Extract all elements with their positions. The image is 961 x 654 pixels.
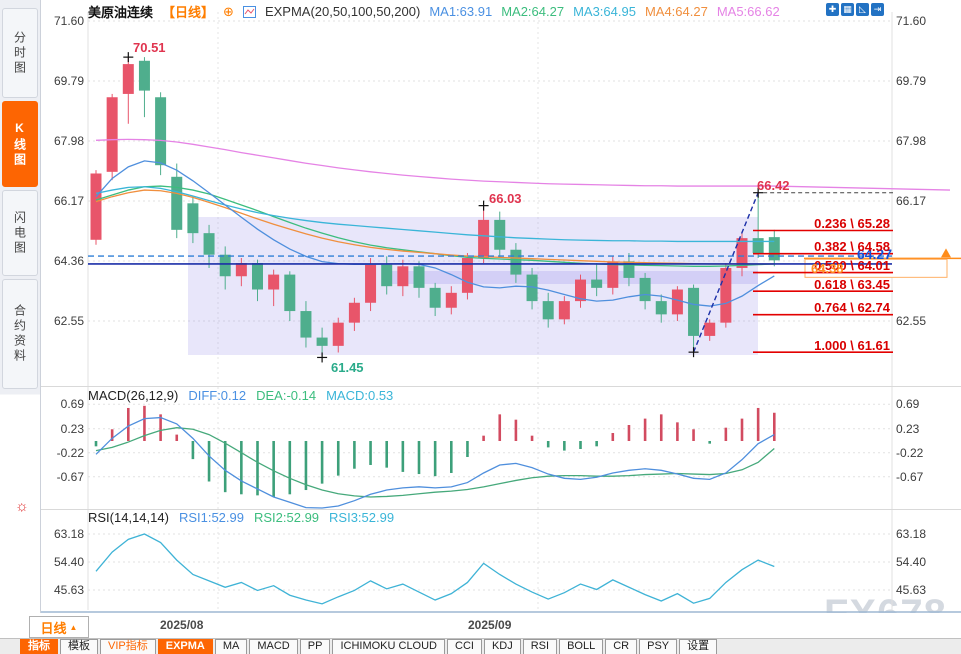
breakout-high-label: 66.42 <box>757 178 790 193</box>
y-axis-label: 71.60 <box>896 14 927 28</box>
axis-scale-icon[interactable]: ◺ <box>856 3 869 16</box>
rsi1-value: RSI1:52.99 <box>178 510 244 525</box>
fib-label-0618: 0.618 \ 63.45 <box>814 277 890 292</box>
toolbar-tab-rsi[interactable]: RSI <box>522 638 558 654</box>
window-tool-icons: ✚ ▦ ◺ ⇥ <box>826 3 884 16</box>
collapse-right-icon[interactable]: ⇥ <box>871 3 884 16</box>
indicator-chart-icon[interactable] <box>242 5 256 18</box>
period-selector[interactable]: 日线 ▲ <box>29 616 89 638</box>
toolbar-tab-cr[interactable]: CR <box>605 638 638 654</box>
current-price-value: 64.38 <box>811 261 844 276</box>
period-tag[interactable]: 【日线】 <box>162 5 215 20</box>
macd-axis-label: 0.69 <box>60 397 84 411</box>
rsi2-value: RSI2:52.99 <box>253 510 320 525</box>
y-axis-label: 62.55 <box>53 314 84 328</box>
ma4-value: MA4:64.27 <box>644 4 708 19</box>
toolbar-tab-indicator[interactable]: 指标 <box>20 638 58 654</box>
toolbar-tab-ichimoku[interactable]: ICHIMOKU CLOUD <box>332 638 445 654</box>
ma2-value: MA2:64.27 <box>501 4 565 19</box>
ma1-value: MA1:63.91 <box>429 4 493 19</box>
macd-axis-label: -0.67 <box>896 470 924 484</box>
indicator-title: EXPMA(20,50,100,50,200) <box>264 4 421 19</box>
macd-axis-label: 0.69 <box>896 397 920 411</box>
fib-label-0382: 0.382 \ 64.58 <box>814 239 890 254</box>
toolbar-tab-settings[interactable]: 设置 <box>679 638 718 654</box>
x-axis-date: 2025/09 <box>468 618 512 632</box>
y-axis-label: 69.79 <box>896 74 927 88</box>
sidebar-tab-label: K线图 <box>12 120 27 168</box>
y-axis-label: 69.79 <box>53 74 84 88</box>
indicator-toolbar: 指标 模板 VIP指标 EXPMA MA MACD PP ICHIMOKU CL… <box>0 638 961 654</box>
y-axis-label: 71.60 <box>53 14 84 28</box>
toolbar-tab-psy[interactable]: PSY <box>639 638 678 654</box>
fib-label-0500: 0.500 \ 64.01 <box>814 258 890 273</box>
rsi-axis-label: 54.40 <box>53 555 84 569</box>
y-axis-label: 67.98 <box>896 134 927 148</box>
sidebar-tab-label: 闪电图 <box>12 210 27 256</box>
fib-label-1000: 1.000 \ 61.61 <box>814 338 890 353</box>
hline-price-label: 64.27 <box>856 246 892 262</box>
period-label: 日线 <box>40 620 67 636</box>
pan-icon[interactable]: ✚ <box>826 3 839 16</box>
x-axis-row: 日线 ▲ 2025/08 2025/09 <box>0 613 961 638</box>
rsi-axis-label: 45.63 <box>53 583 84 597</box>
toolbar-tab-boll[interactable]: BOLL <box>559 638 604 654</box>
macd-axis-label: 0.23 <box>60 422 84 436</box>
toolbar-tab-ma[interactable]: MA <box>214 638 248 654</box>
up-arrow-icon: ▲ <box>69 622 78 632</box>
fib-label-0236: 0.236 \ 65.28 <box>814 216 890 231</box>
macd-dea-value: DEA:-0.14 <box>256 388 317 403</box>
sidebar-tab-label: 分时图 <box>12 30 27 76</box>
sidebar-tab-lightning[interactable]: 闪电图 <box>2 190 38 276</box>
toolbar-tab-macd[interactable]: MACD <box>249 638 298 654</box>
macd-axis-label: -0.67 <box>56 470 84 484</box>
toolbar-tab-vip-indicator[interactable]: VIP指标 <box>100 638 156 654</box>
macd-axis-label: 0.23 <box>896 422 920 436</box>
x-axis-date: 2025/08 <box>160 618 204 632</box>
rsi-axis-label: 45.63 <box>896 583 927 597</box>
chart-header: 美原油连续 【日线】 ⊕ EXPMA(20,50,100,50,200) MA1… <box>88 2 780 21</box>
macd-axis-label: -0.22 <box>896 446 924 460</box>
toolbar-tab-template[interactable]: 模板 <box>60 638 98 654</box>
low-price-label: 61.45 <box>331 360 364 375</box>
rsi3-value: RSI3:52.99 <box>329 510 395 525</box>
macd-header: MACD(26,12,9) DIFF:0.12 DEA:-0.14 MACD:0… <box>88 388 393 403</box>
y-axis-label: 64.36 <box>53 254 84 268</box>
macd-title: MACD(26,12,9) <box>88 388 179 403</box>
secondary-peak-label: 66.03 <box>489 191 522 206</box>
toolbar-tab-expma[interactable]: EXPMA <box>157 638 213 654</box>
symbol-name: 美原油连续 <box>88 5 154 20</box>
macd-value: MACD:0.53 <box>326 388 394 403</box>
rsi-title: RSI(14,14,14) <box>88 510 169 525</box>
y-axis-label: 66.17 <box>53 194 84 208</box>
y-axis-label: 66.17 <box>896 194 927 208</box>
sidebar-tab-label: 合约资料 <box>12 304 27 364</box>
sidebar-tab-kline[interactable]: K线图 <box>2 101 38 187</box>
fib-label-0764: 0.764 \ 62.74 <box>814 300 890 315</box>
sidebar: 分时图 K线图 闪电图 合约资料 ☼ <box>0 0 41 614</box>
y-axis-label: 62.55 <box>896 314 927 328</box>
macd-diff-value: DIFF:0.12 <box>188 388 247 403</box>
sidebar-tab-contract-info[interactable]: 合约资料 <box>2 279 38 389</box>
toolbar-tab-pp[interactable]: PP <box>299 638 331 654</box>
toolbar-tab-cci[interactable]: CCI <box>447 638 482 654</box>
y-axis-label: 67.98 <box>53 134 84 148</box>
rsi-axis-label: 63.18 <box>53 527 84 541</box>
toolbar-tab-kdj[interactable]: KDJ <box>483 638 521 654</box>
sun-icon[interactable]: ☼ <box>15 498 29 515</box>
rsi-axis-label: 63.18 <box>896 527 927 541</box>
peak-price-label: 70.51 <box>133 40 166 55</box>
sidebar-tab-timeshare[interactable]: 分时图 <box>2 8 38 98</box>
ma5-value: MA5:66.62 <box>716 4 780 19</box>
add-circle-icon[interactable]: ⊕ <box>223 3 234 19</box>
macd-axis-label: -0.22 <box>56 446 84 460</box>
ma3-value: MA3:64.95 <box>573 4 636 19</box>
rsi-header: RSI(14,14,14) RSI1:52.99 RSI2:52.99 RSI3… <box>88 510 394 525</box>
grid-scale-icon[interactable]: ▦ <box>841 3 854 16</box>
rsi-axis-label: 54.40 <box>896 555 927 569</box>
